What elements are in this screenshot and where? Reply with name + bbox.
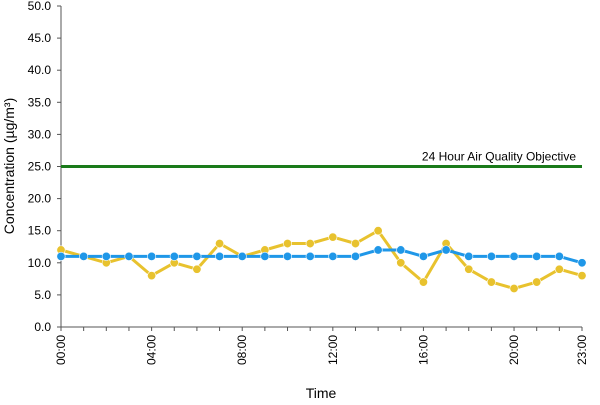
data-point — [147, 271, 157, 281]
data-point — [169, 251, 179, 261]
data-point — [237, 251, 247, 261]
x-tick-label: 20:00 — [507, 335, 521, 365]
x-axis-title: Time — [306, 385, 337, 400]
y-tick-label: 45.0 — [28, 31, 52, 45]
data-point — [441, 245, 451, 255]
data-point — [192, 251, 202, 261]
y-tick-label: 35.0 — [28, 95, 52, 109]
objective-label: 24 Hour Air Quality Objective — [422, 150, 576, 164]
data-point — [554, 264, 564, 274]
data-point — [79, 251, 89, 261]
y-tick-label: 25.0 — [28, 160, 52, 174]
data-point — [486, 277, 496, 287]
y-tick-label: 5.0 — [34, 288, 51, 302]
data-point — [373, 226, 383, 236]
x-tick-label: 04:00 — [145, 335, 159, 365]
x-tick-label: 23:00 — [575, 335, 589, 365]
data-point — [396, 245, 406, 255]
data-point — [577, 258, 587, 268]
data-point — [192, 264, 202, 274]
x-tick-label: 00:00 — [54, 335, 68, 365]
data-point — [418, 251, 428, 261]
x-tick-label: 08:00 — [235, 335, 249, 365]
data-point — [350, 239, 360, 249]
data-point — [215, 239, 225, 249]
data-point — [509, 251, 519, 261]
data-point — [373, 245, 383, 255]
y-tick-label: 50.0 — [28, 0, 52, 13]
y-tick-label: 15.0 — [28, 224, 52, 238]
data-point — [260, 251, 270, 261]
data-point — [147, 251, 157, 261]
y-axis-title: Concentration (µg/m³) — [1, 98, 17, 234]
data-point — [56, 251, 66, 261]
data-point — [509, 283, 519, 293]
data-point — [328, 232, 338, 242]
data-point — [532, 277, 542, 287]
tick-labels: 0.0 5.0 10.0 15.0 20.0 25.0 30.0 35.0 40.0 45.0 50… — [28, 0, 589, 365]
y-tick-label: 20.0 — [28, 192, 52, 206]
data-point — [577, 271, 587, 281]
series-line — [61, 248, 583, 265]
data-point — [305, 239, 315, 249]
data-point — [418, 277, 428, 287]
series-line — [60, 229, 583, 290]
x-tick-label: 16:00 — [416, 335, 430, 365]
y-tick-label: 40.0 — [28, 63, 52, 77]
data-point — [124, 251, 134, 261]
series-2 — [56, 245, 587, 268]
data-point — [554, 251, 564, 261]
data-point — [283, 239, 293, 249]
data-point — [283, 251, 293, 261]
data-point — [101, 251, 111, 261]
series-1 — [56, 226, 587, 293]
x-tick-label: 12:00 — [326, 335, 340, 365]
data-point — [486, 251, 496, 261]
series-group — [56, 226, 587, 293]
data-point — [396, 258, 406, 268]
data-point — [532, 251, 542, 261]
data-point — [305, 251, 315, 261]
data-point — [464, 251, 474, 261]
y-tick-label: 30.0 — [28, 127, 52, 141]
objective-line-group: 24 Hour Air Quality Objective — [61, 150, 582, 168]
data-point — [215, 251, 225, 261]
data-point — [350, 251, 360, 261]
y-tick-label: 10.0 — [28, 256, 52, 270]
axes — [57, 5, 583, 331]
y-tick-label: 0.0 — [34, 320, 51, 334]
data-point — [464, 264, 474, 274]
data-point — [328, 251, 338, 261]
